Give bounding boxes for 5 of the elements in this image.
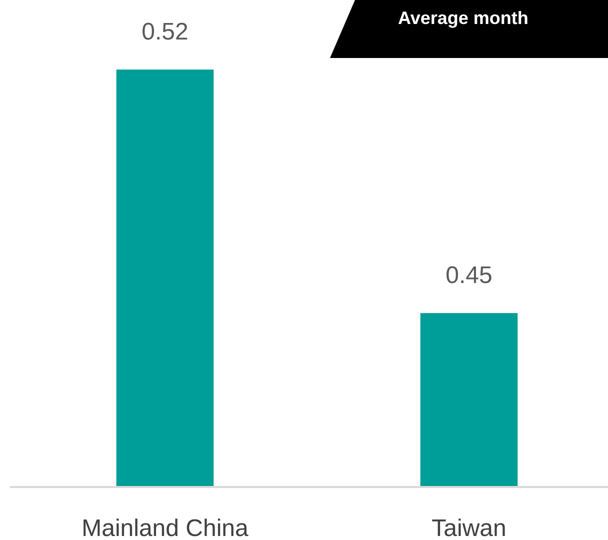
data-label: 0.45 (446, 262, 492, 290)
x-tick-label: Mainland China (82, 515, 250, 540)
data-label: 0.52 (142, 18, 188, 46)
text: Average month (398, 8, 528, 28)
x-tick-label: Taiwan (432, 515, 506, 540)
